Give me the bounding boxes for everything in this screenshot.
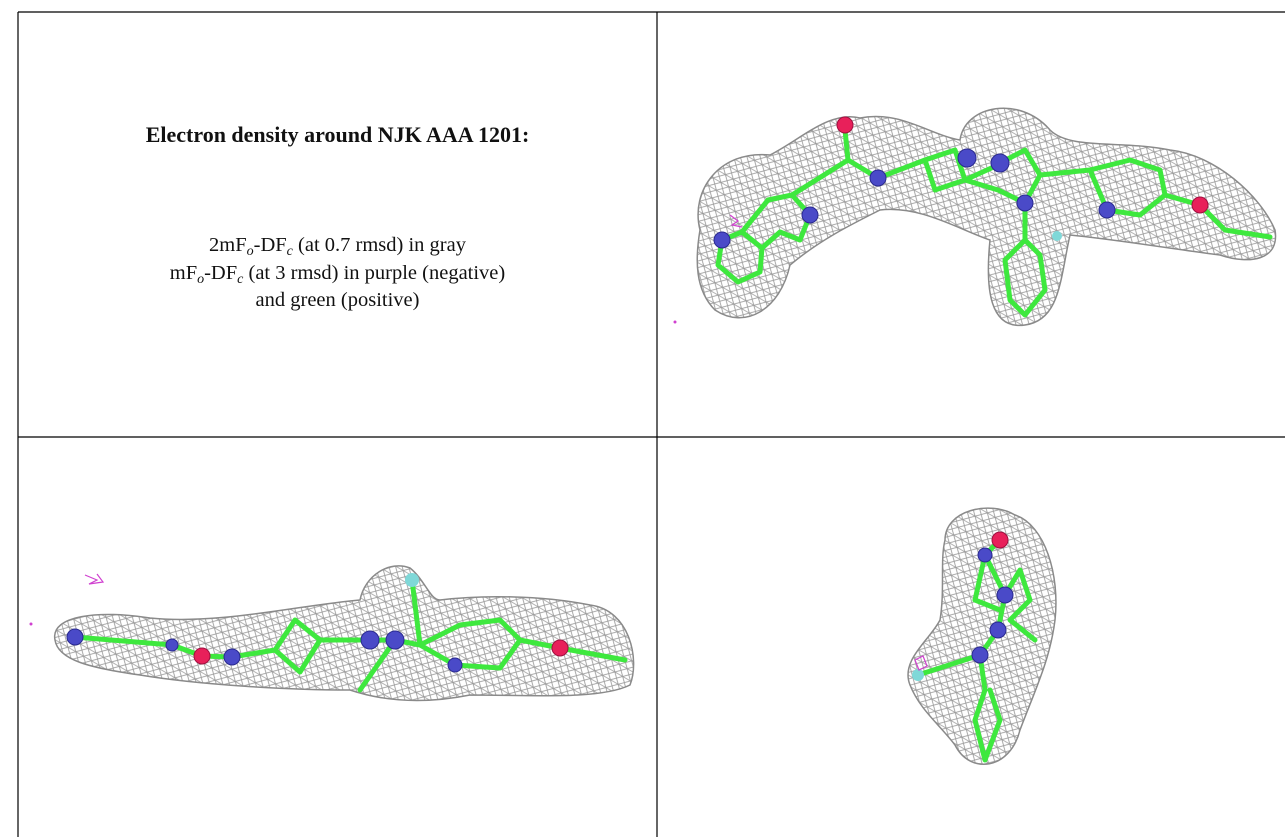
subscript: c	[286, 244, 293, 259]
text: -DF	[204, 261, 238, 284]
legend-line: mFo-DFc (at 3 rmsd) in purple (negative)	[18, 260, 657, 288]
text: 2mF	[209, 234, 247, 256]
text: (at 0.7 rmsd) in gray	[292, 234, 466, 256]
legend-text: 2mFo-DFc (at 0.7 rmsd) in gray mFo-DFc (…	[18, 232, 657, 315]
density-view-1	[673, 107, 1277, 327]
subscript: c	[237, 271, 244, 287]
text: mF	[169, 261, 198, 284]
table-grid	[17, 11, 1285, 837]
text: -DF	[253, 234, 287, 256]
legend-line: 2mFo-DFc (at 0.7 rmsd) in gray	[18, 232, 657, 260]
subscript: o	[246, 244, 254, 259]
subscript: o	[197, 271, 205, 287]
text: (at 3 rmsd) in purple (negative)	[243, 261, 506, 284]
text: and green (positive)	[255, 289, 420, 311]
density-view-3	[907, 507, 1057, 765]
density-view-2	[29, 565, 635, 702]
panel-title: Electron density around NJK AAA 1201:	[145, 122, 530, 147]
legend-line: and green (positive)	[18, 287, 657, 315]
